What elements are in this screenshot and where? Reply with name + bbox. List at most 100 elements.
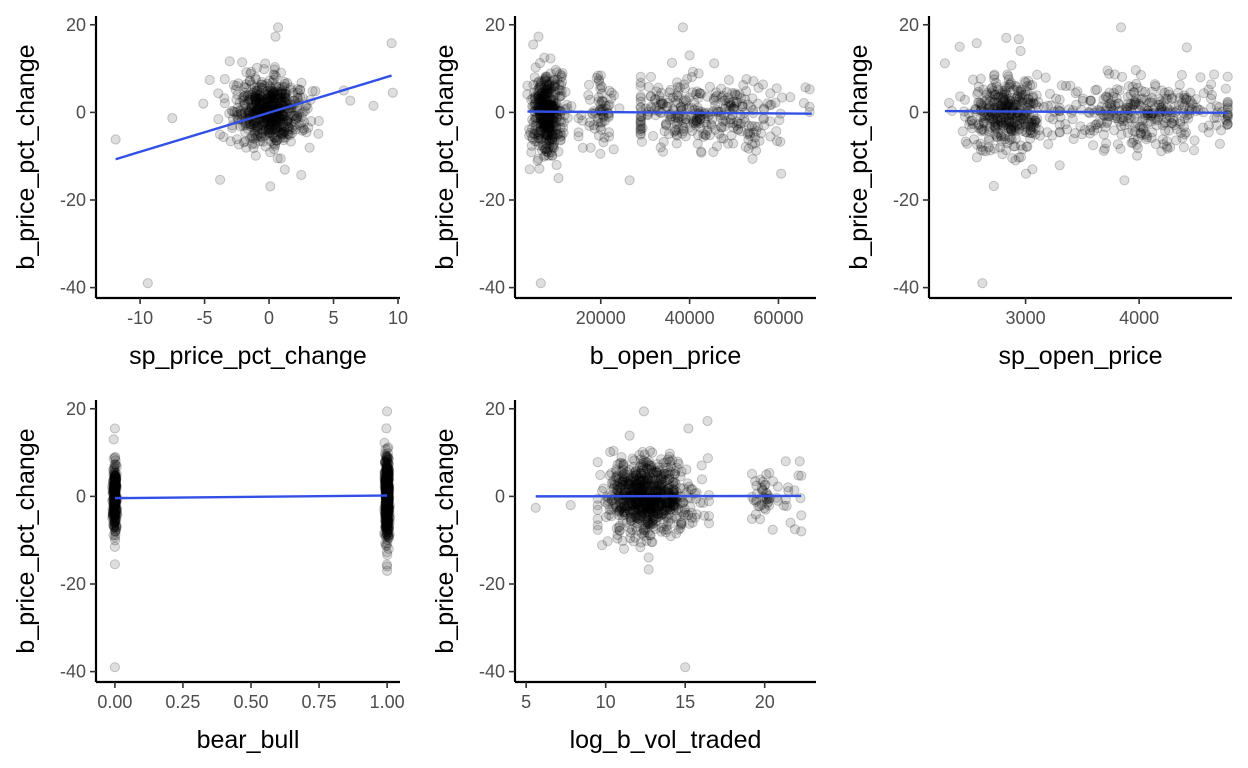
data-point <box>696 147 707 158</box>
data-point <box>254 89 265 100</box>
data-point <box>246 100 257 111</box>
data-point <box>757 79 769 90</box>
data-point <box>272 97 283 109</box>
data-point <box>256 128 268 139</box>
data-point <box>251 98 262 109</box>
data-point <box>244 94 255 105</box>
data-point <box>709 58 720 69</box>
data-point <box>266 90 277 101</box>
data-point <box>573 113 584 124</box>
data-point <box>696 460 707 471</box>
data-point <box>286 128 298 139</box>
data-point <box>296 169 307 181</box>
data-point <box>264 124 275 135</box>
data-point <box>263 89 275 100</box>
data-point <box>971 152 983 163</box>
data-point <box>1109 125 1120 136</box>
data-point <box>240 127 251 138</box>
data-point <box>240 136 251 147</box>
data-point <box>767 524 778 535</box>
data-point <box>624 175 635 186</box>
data-point <box>991 81 1002 92</box>
data-point <box>680 662 691 673</box>
data-point <box>270 71 281 82</box>
data-point <box>283 121 294 132</box>
data-point <box>680 114 691 125</box>
data-point <box>278 96 289 107</box>
data-point <box>608 445 619 456</box>
x-tick-label: 40000 <box>665 308 715 328</box>
data-point <box>263 100 274 111</box>
data-point <box>279 93 291 104</box>
data-point <box>272 93 283 104</box>
data-point <box>265 115 276 126</box>
data-point <box>271 89 282 100</box>
data-point <box>269 64 280 75</box>
y-axis-title: b_price_pct_change <box>12 44 40 269</box>
data-point <box>246 102 257 114</box>
data-point <box>634 504 645 515</box>
data-point <box>273 97 284 108</box>
data-point <box>261 100 272 111</box>
y-tick-label: 0 <box>76 486 86 506</box>
data-point <box>1181 42 1192 53</box>
data-point <box>647 537 658 548</box>
data-point <box>804 106 815 118</box>
data-point <box>238 95 249 106</box>
data-point <box>294 108 305 120</box>
data-point <box>973 81 984 92</box>
data-point <box>243 96 254 107</box>
data-point <box>1067 114 1078 125</box>
data-point <box>524 164 535 175</box>
data-point <box>252 88 263 99</box>
data-point <box>276 124 287 136</box>
data-point <box>260 89 271 100</box>
data-point <box>250 74 261 85</box>
data-point <box>167 113 178 124</box>
data-point <box>246 131 257 142</box>
data-point <box>213 114 224 125</box>
data-point <box>556 80 567 91</box>
data-point <box>526 147 537 158</box>
x-tick-label: 3000 <box>1006 308 1046 328</box>
data-point <box>381 520 392 531</box>
y-tick-label: 0 <box>909 102 919 122</box>
data-point <box>269 97 280 108</box>
data-point <box>775 136 786 147</box>
data-point <box>251 62 263 74</box>
panel-log_b_vol_traded: -40 -20 0 20 5 10 15 20 log_b_vol_traded b_price_… <box>431 399 816 754</box>
data-point <box>743 99 754 110</box>
data-point <box>244 106 255 117</box>
data-point <box>256 120 268 131</box>
x-tick-label: 0.75 <box>302 692 337 712</box>
data-point <box>244 95 255 106</box>
data-point <box>267 86 278 98</box>
data-point <box>597 95 608 106</box>
data-point <box>110 451 121 463</box>
data-point <box>291 110 302 121</box>
data-point <box>254 128 265 139</box>
data-point <box>678 483 689 494</box>
data-point <box>282 116 293 127</box>
data-point <box>1011 111 1022 122</box>
data-point <box>269 140 281 151</box>
data-point <box>290 113 301 124</box>
data-point <box>715 112 726 123</box>
data-point <box>728 138 739 149</box>
x-axis-title: sp_open_price <box>998 342 1162 370</box>
data-point <box>277 127 288 138</box>
data-point <box>240 82 252 94</box>
data-point <box>1176 127 1187 138</box>
data-point <box>259 64 270 75</box>
data-point <box>776 168 787 179</box>
data-point <box>687 517 698 528</box>
data-point <box>964 119 975 130</box>
data-point <box>789 524 801 535</box>
data-point <box>277 109 288 121</box>
y-tick-label: -20 <box>479 190 505 210</box>
data-point <box>593 74 605 85</box>
data-point <box>278 111 289 122</box>
data-point <box>748 127 759 138</box>
data-point <box>270 87 281 98</box>
data-point <box>232 89 243 100</box>
